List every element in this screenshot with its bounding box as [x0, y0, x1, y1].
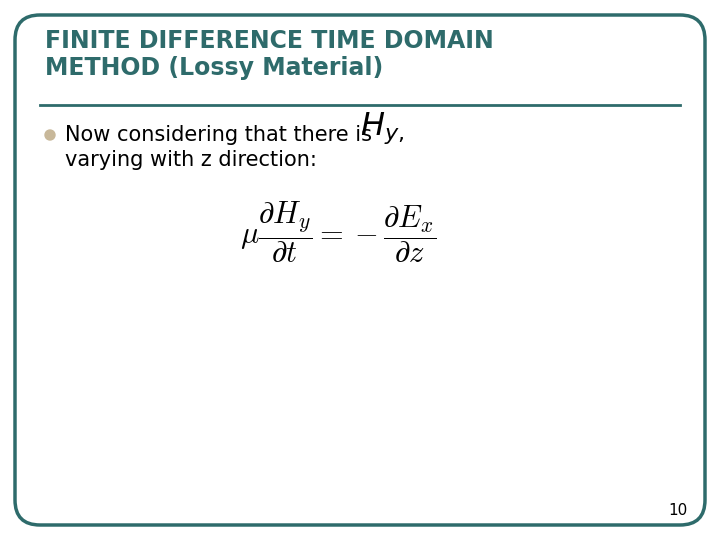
Text: Now considering that there is: Now considering that there is [65, 125, 372, 145]
Text: $\mu \dfrac{\partial H_y}{\partial t} = -\dfrac{\partial E_x}{\partial z}$: $\mu \dfrac{\partial H_y}{\partial t} = … [240, 199, 436, 265]
Text: FINITE DIFFERENCE TIME DOMAIN: FINITE DIFFERENCE TIME DOMAIN [45, 29, 494, 53]
Circle shape [45, 130, 55, 140]
Text: $\mathit{H}_{y,}$: $\mathit{H}_{y,}$ [360, 110, 404, 146]
FancyBboxPatch shape [15, 15, 705, 525]
Text: 10: 10 [669, 503, 688, 518]
Text: METHOD (Lossy Material): METHOD (Lossy Material) [45, 56, 383, 80]
Text: varying with z direction:: varying with z direction: [65, 150, 317, 170]
